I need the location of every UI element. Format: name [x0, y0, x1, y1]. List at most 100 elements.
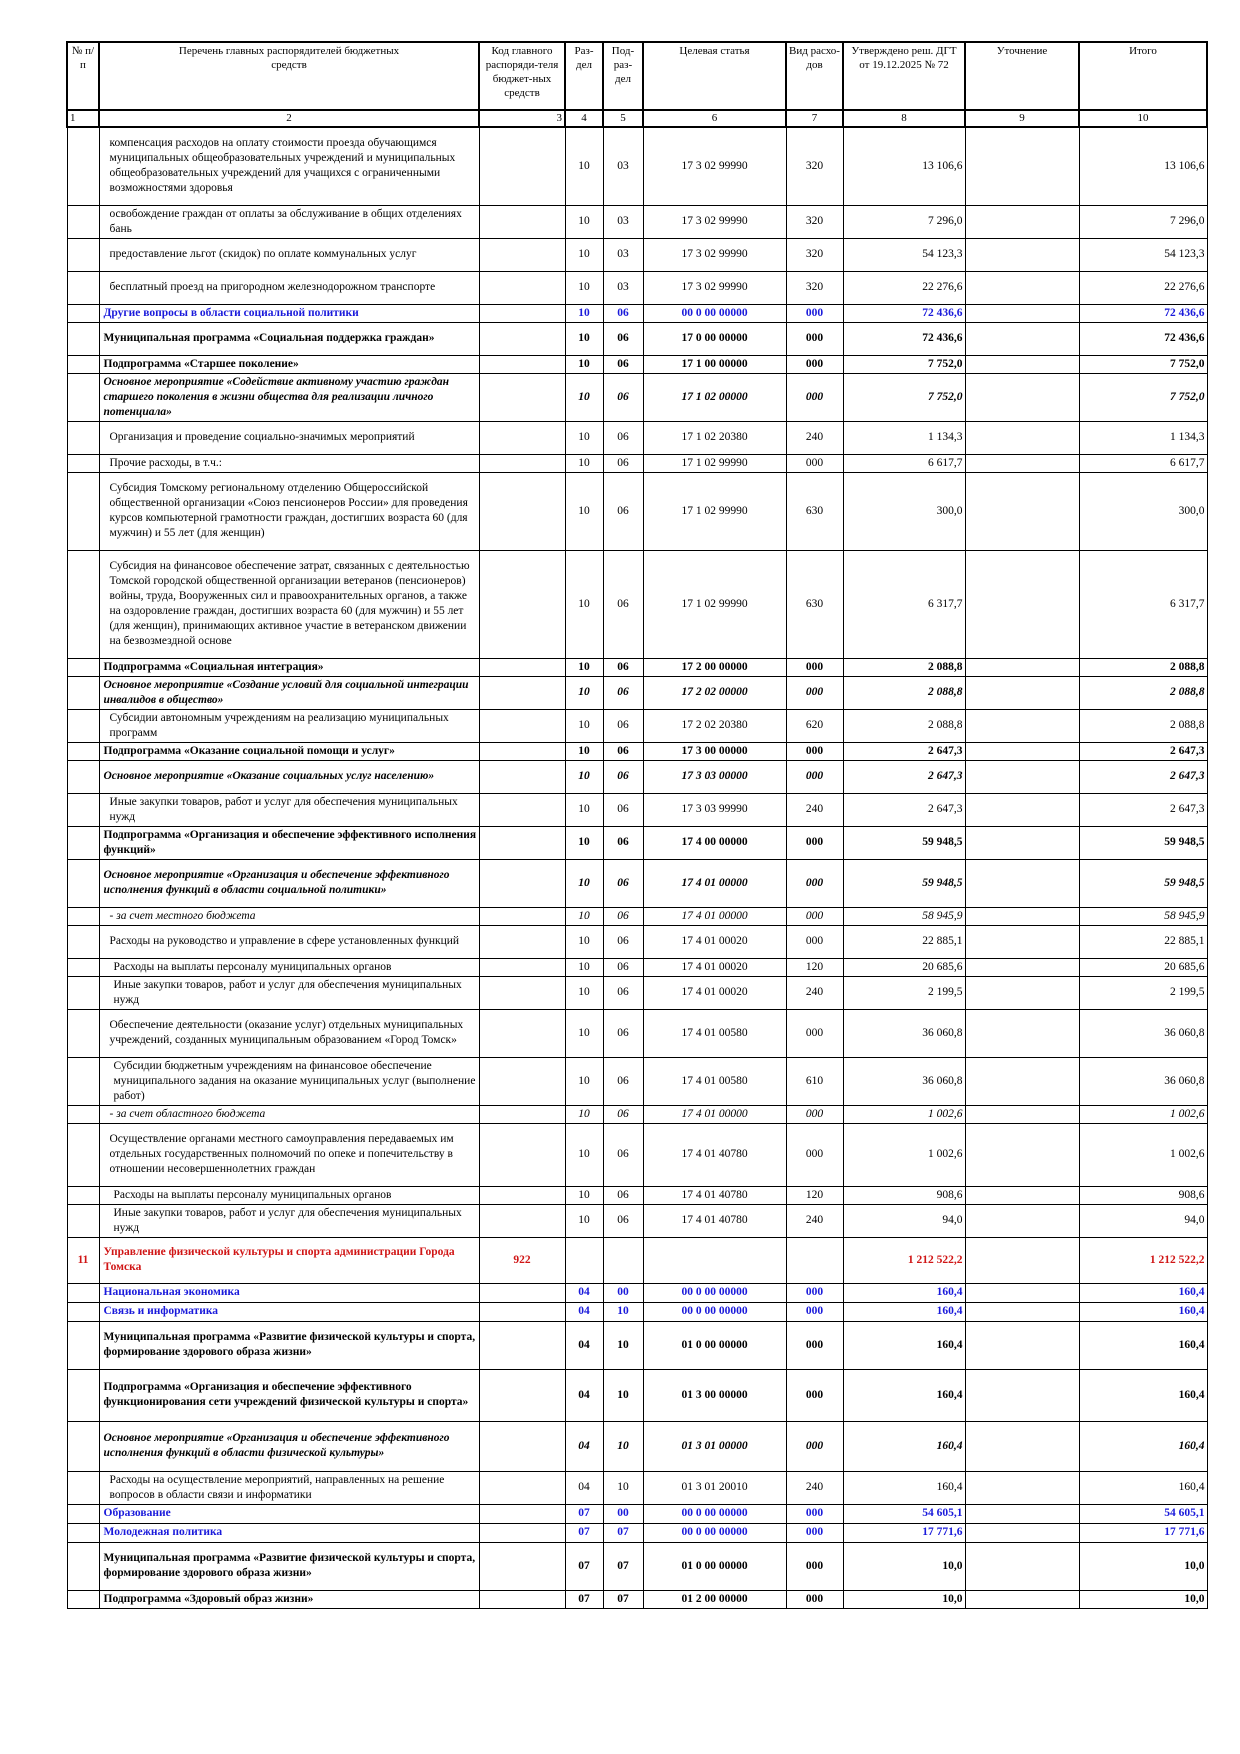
row-code — [478, 237, 566, 272]
row-name: Управление физической культуры и спорта … — [98, 1236, 480, 1284]
row-number — [66, 1503, 100, 1524]
row-number — [66, 453, 100, 473]
row-expense-type: 000 — [785, 1104, 844, 1124]
row-subsection: 07 — [602, 1589, 644, 1609]
row-adjustment — [964, 354, 1080, 374]
row-target-article: 17 4 01 00580 — [642, 1008, 787, 1058]
row-target-article: 17 3 02 99990 — [642, 270, 787, 305]
table-row: - за счет областного бюджета 10 06 17 4 01 … — [66, 1104, 1208, 1124]
table-row: Субсидии бюджетным учреждениям на финанс… — [66, 1056, 1208, 1106]
row-approved: 94,0 — [842, 1203, 966, 1238]
row-code: 922 — [478, 1236, 566, 1284]
row-section: 10 — [564, 906, 604, 926]
row-name: Прочие расходы, в т.ч.: — [98, 453, 480, 473]
row-target-article: 01 3 01 20010 — [642, 1470, 787, 1505]
table-row: Подпрограмма «Старшее поколение» 10 06 17 1… — [66, 354, 1208, 374]
row-number — [66, 1320, 100, 1370]
table-row: Подпрограмма «Оказание социальной помощи… — [66, 741, 1208, 761]
row-expense-type: 240 — [785, 420, 844, 455]
row-name: предоставление льгот (скидок) по оплате … — [98, 237, 480, 272]
row-target-article: 17 4 01 00020 — [642, 957, 787, 977]
row-approved: 160,4 — [842, 1368, 966, 1422]
row-adjustment — [964, 471, 1080, 551]
row-approved: 72 436,6 — [842, 303, 966, 323]
row-target-article: 00 0 00 00000 — [642, 303, 787, 323]
row-subsection: 06 — [602, 657, 644, 677]
row-section: 10 — [564, 372, 604, 422]
row-subsection: 07 — [602, 1541, 644, 1591]
row-section: 10 — [564, 1185, 604, 1205]
row-name: Основное мероприятие «Содействие активно… — [98, 372, 480, 422]
row-target-article: 17 1 02 00000 — [642, 372, 787, 422]
row-subsection: 03 — [602, 126, 644, 206]
row-expense-type: 320 — [785, 126, 844, 206]
row-section: 10 — [564, 420, 604, 455]
row-target-article: 17 1 02 99990 — [642, 471, 787, 551]
row-number — [66, 126, 100, 206]
row-total: 72 436,6 — [1078, 303, 1208, 323]
row-code — [478, 1122, 566, 1187]
row-section: 10 — [564, 270, 604, 305]
row-expense-type: 320 — [785, 204, 844, 239]
row-section: 10 — [564, 1008, 604, 1058]
row-section: 07 — [564, 1589, 604, 1609]
row-section: 07 — [564, 1503, 604, 1524]
row-approved: 160,4 — [842, 1420, 966, 1472]
row-target-article: 00 0 00 00000 — [642, 1282, 787, 1303]
row-subsection: 03 — [602, 204, 644, 239]
row-adjustment — [964, 204, 1080, 239]
row-total: 10,0 — [1078, 1541, 1208, 1591]
row-total: 2 088,8 — [1078, 708, 1208, 743]
row-total: 22 885,1 — [1078, 924, 1208, 959]
header-target-article: Целевая статья — [642, 41, 787, 111]
row-total: 59 948,5 — [1078, 825, 1208, 860]
row-number — [66, 1122, 100, 1187]
row-section: 10 — [564, 237, 604, 272]
row-name: Связь и информатика — [98, 1301, 480, 1322]
row-section: 10 — [564, 708, 604, 743]
table-row: Расходы на руководство и управление в сф… — [66, 924, 1208, 959]
row-section: 07 — [564, 1541, 604, 1591]
row-target-article: 00 0 00 00000 — [642, 1522, 787, 1543]
row-approved: 13 106,6 — [842, 126, 966, 206]
row-section: 04 — [564, 1320, 604, 1370]
header-code: Код главного распоряди-теля бюджет-ных с… — [478, 41, 566, 111]
row-total: 7 296,0 — [1078, 204, 1208, 239]
row-adjustment — [964, 675, 1080, 710]
row-target-article: 01 0 00 00000 — [642, 1541, 787, 1591]
row-total: 908,6 — [1078, 1185, 1208, 1205]
row-number — [66, 1368, 100, 1422]
row-number — [66, 1301, 100, 1322]
row-expense-type: 000 — [785, 453, 844, 473]
row-section: 10 — [564, 825, 604, 860]
row-total: 22 276,6 — [1078, 270, 1208, 305]
row-adjustment — [964, 420, 1080, 455]
row-target-article: 17 4 01 40780 — [642, 1185, 787, 1205]
row-number — [66, 303, 100, 323]
row-name: Организация и проведение социально-значи… — [98, 420, 480, 455]
row-target-article: 17 4 00 00000 — [642, 825, 787, 860]
column-number-row: 1 2 3 4 5 6 7 8 9 10 — [66, 109, 1208, 128]
row-number: 11 — [66, 1236, 100, 1284]
row-adjustment — [964, 1503, 1080, 1524]
row-number — [66, 792, 100, 827]
row-code — [478, 549, 566, 659]
row-target-article: 17 1 00 00000 — [642, 354, 787, 374]
row-name: Иные закупки товаров, работ и услуг для … — [98, 1203, 480, 1238]
table-row: Связь и информатика 04 10 00 0 00 00000 000 1… — [66, 1301, 1208, 1322]
header-number: № п/п — [66, 41, 100, 111]
row-name: Подпрограмма «Здоровый образ жизни» — [98, 1589, 480, 1609]
row-name: Обеспечение деятельности (оказание услуг… — [98, 1008, 480, 1058]
table-row: Молодежная политика 07 07 00 0 00 00000 000 1… — [66, 1522, 1208, 1543]
row-subsection: 10 — [602, 1301, 644, 1322]
row-number — [66, 1203, 100, 1238]
row-number — [66, 354, 100, 374]
row-name: компенсация расходов на оплату стоимости… — [98, 126, 480, 206]
row-name: Муниципальная программа «Развитие физиче… — [98, 1320, 480, 1370]
row-adjustment — [964, 1008, 1080, 1058]
row-expense-type: 000 — [785, 354, 844, 374]
table-row: Прочие расходы, в т.ч.: 10 06 17 1 02 99990… — [66, 453, 1208, 473]
row-total: 58 945,9 — [1078, 906, 1208, 926]
row-adjustment — [964, 1185, 1080, 1205]
row-subsection: 10 — [602, 1470, 644, 1505]
